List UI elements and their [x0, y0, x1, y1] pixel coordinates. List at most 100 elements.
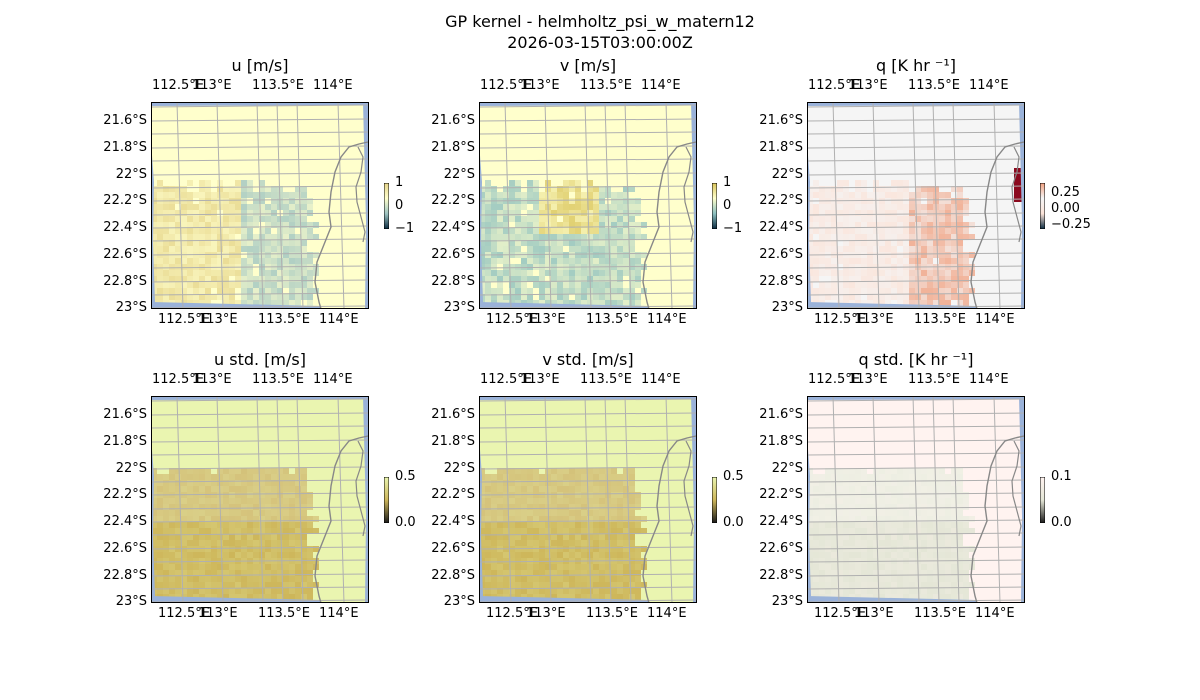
panel-qs-lon-top-3: 114°E — [969, 372, 1009, 387]
panel-qs-colorbar — [1040, 477, 1045, 523]
panel-qs-coastline — [970, 435, 1025, 603]
panel-q-lon-top-3: 114°E — [969, 78, 1009, 93]
figure-title: GP kernel - helmholtz_psi_w_matern12 — [445, 12, 755, 31]
panel-us-lon-top-1: 113°E — [192, 372, 232, 387]
panel-v-lat-5: 22.6°S — [431, 247, 475, 262]
panel-qs-map — [807, 396, 1025, 603]
panel-vs-frame — [479, 396, 697, 603]
panel-v-lon-top-1: 113°E — [520, 78, 560, 93]
panel-v-title: v [m/s] — [559, 56, 617, 75]
panel-v-lon-bottom-2: 113.5°E — [586, 312, 638, 327]
panel-v-lon-bottom-1: 113°E — [526, 312, 566, 327]
panel-u-lon-top-3: 114°E — [313, 78, 353, 93]
panel-q-lat-5: 22.6°S — [759, 247, 803, 262]
panel-u-lat-5: 22.6°S — [103, 247, 147, 262]
panel-u-lon-top-1: 113°E — [192, 78, 232, 93]
panel-u-colorbar-tick-1: 0 — [395, 198, 404, 213]
panel-us-peninsula — [355, 440, 366, 537]
panel-qs-lat-1: 21.8°S — [759, 434, 803, 449]
panel-v-colorbar-tick-2: −1 — [723, 221, 743, 236]
panel-q-title: q [K hr ⁻¹] — [876, 56, 956, 75]
panel-u-map — [151, 102, 369, 309]
panel-q-svg — [807, 102, 1025, 309]
panel-vs-lat-3: 22.2°S — [431, 487, 475, 502]
panel-v-lon-bottom-0: 112.5°E — [486, 312, 538, 327]
panel-v-peninsula — [683, 146, 694, 243]
panel-qs-peninsula — [1011, 440, 1022, 537]
panel-us-svg — [151, 396, 369, 603]
panel-q-colorbar-tick-2: −0.25 — [1051, 217, 1091, 232]
panel-v-svg — [479, 102, 697, 309]
panel-vs-lat-4: 22.4°S — [431, 514, 475, 529]
panel-qs-lon-bottom-1: 113°E — [854, 606, 894, 621]
panel-q-colorbar-tick-0: 0.25 — [1051, 185, 1080, 200]
panel-us-lon-top-3: 114°E — [313, 372, 353, 387]
panel-v-lat-1: 21.8°S — [431, 140, 475, 155]
panel-q-colorbar-tick-1: 0.00 — [1051, 201, 1080, 216]
panel-v-map — [479, 102, 697, 309]
panel-qs-lon-top-1: 113°E — [848, 372, 888, 387]
panel-v-lon-top-2: 113.5°E — [580, 78, 632, 93]
panel-vs-title: v std. [m/s] — [542, 350, 634, 369]
panel-vs-lat-1: 21.8°S — [431, 434, 475, 449]
panel-vs-lat-7: 23°S — [443, 594, 475, 609]
panel-u-lon-bottom-3: 114°E — [319, 312, 359, 327]
panel-qs-colorbar-tick-0: 0.1 — [1051, 469, 1072, 484]
panel-q-lon-top-2: 113.5°E — [908, 78, 960, 93]
panel-v-lon-bottom-3: 114°E — [647, 312, 687, 327]
panel-us-ocean-east — [363, 396, 369, 603]
panel-vs-svg — [479, 396, 697, 603]
panel-us-colorbar-tick-0: 0.5 — [395, 469, 416, 484]
panel-u-lon-top-0: 112.5°E — [152, 78, 204, 93]
panel-us-lat-0: 21.6°S — [103, 407, 147, 422]
panel-q-lat-0: 21.6°S — [759, 113, 803, 128]
panel-vs-colorbar-tick-0: 0.5 — [723, 469, 744, 484]
panel-q-peninsula — [1011, 146, 1022, 243]
panel-u-lon-bottom-2: 113.5°E — [258, 312, 310, 327]
panel-us-lat-4: 22.4°S — [103, 514, 147, 529]
panel-qs-lat-5: 22.6°S — [759, 541, 803, 556]
panel-us-lat-3: 22.2°S — [103, 487, 147, 502]
panel-q-lon-top-1: 113°E — [848, 78, 888, 93]
panel-u-lat-2: 22°S — [115, 167, 147, 182]
panel-us-frame — [151, 396, 369, 603]
panel-u-lat-1: 21.8°S — [103, 140, 147, 155]
panel-vs-graticule — [479, 396, 697, 603]
panel-vs-lon-top-3: 114°E — [641, 372, 681, 387]
panel-us-lat-7: 23°S — [115, 594, 147, 609]
panel-v-lon-top-3: 114°E — [641, 78, 681, 93]
panel-vs-lon-top-2: 113.5°E — [580, 372, 632, 387]
panel-us-lat-1: 21.8°S — [103, 434, 147, 449]
panel-us-map — [151, 396, 369, 603]
panel-v-colorbar-tick-0: 1 — [723, 175, 732, 190]
panel-qs-lat-3: 22.2°S — [759, 487, 803, 502]
panel-vs-colorbar — [712, 477, 717, 523]
panel-qs-lon-top-0: 112.5°E — [808, 372, 860, 387]
panel-qs-graticule — [807, 396, 1025, 603]
panel-vs-lat-0: 21.6°S — [431, 407, 475, 422]
panel-qs-svg — [807, 396, 1025, 603]
panel-u-peninsula — [355, 146, 366, 243]
panel-vs-lon-top-1: 113°E — [520, 372, 560, 387]
panel-us-colorbar-tick-1: 0.0 — [395, 515, 416, 530]
panel-qs-field — [807, 468, 975, 603]
panel-vs-coastline — [642, 435, 697, 603]
panel-us-field — [151, 468, 319, 603]
panel-v-lat-3: 22.2°S — [431, 193, 475, 208]
panel-q-ocean-east — [1019, 102, 1025, 309]
panel-qs-lat-0: 21.6°S — [759, 407, 803, 422]
panel-v-coastline — [642, 141, 697, 309]
panel-u-lat-4: 22.4°S — [103, 220, 147, 235]
panel-us-lon-bottom-2: 113.5°E — [258, 606, 310, 621]
panel-vs-lon-bottom-2: 113.5°E — [586, 606, 638, 621]
panel-v-lat-7: 23°S — [443, 300, 475, 315]
panel-q-extreme-cells — [1014, 168, 1023, 202]
panel-us-lat-6: 22.8°S — [103, 568, 147, 583]
panel-q-lat-2: 22°S — [771, 167, 803, 182]
panel-u-coastline — [314, 141, 369, 309]
panel-qs-lat-6: 22.8°S — [759, 568, 803, 583]
panel-us-lon-top-0: 112.5°E — [152, 372, 204, 387]
panel-v-lat-0: 21.6°S — [431, 113, 475, 128]
panel-qs-ocean-east — [1019, 396, 1025, 603]
panel-q-lon-top-0: 112.5°E — [808, 78, 860, 93]
